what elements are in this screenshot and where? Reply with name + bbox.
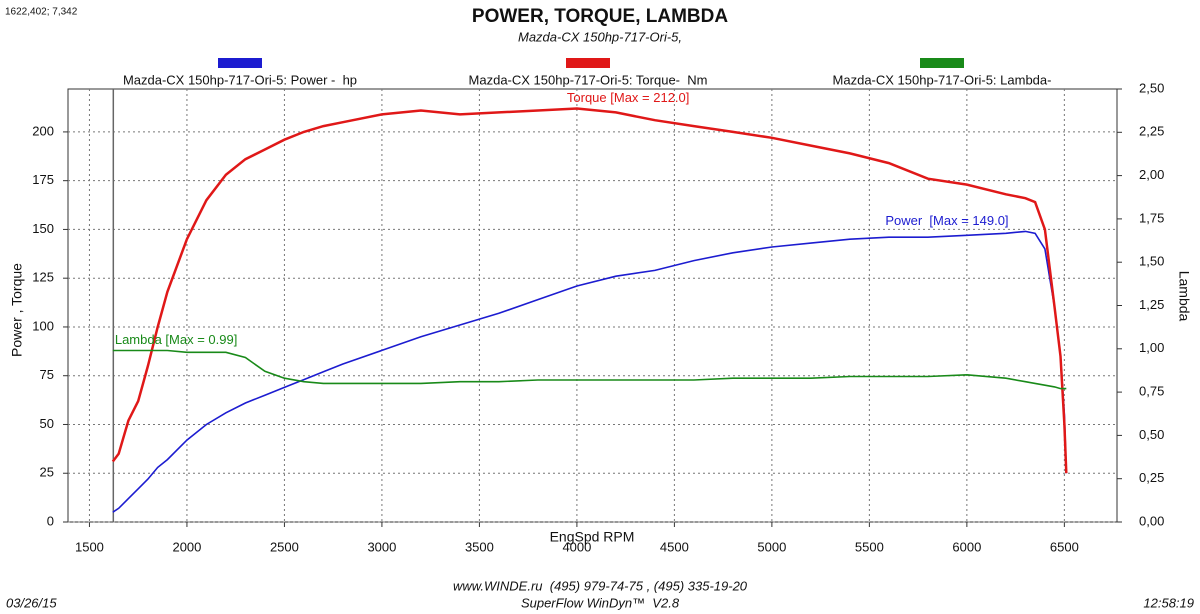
cursor-readout: 1622,402; 7,342 xyxy=(5,7,78,18)
x-tick-label: 6000 xyxy=(952,539,981,554)
series-annotation: Lambda [Max = 0.99] xyxy=(115,332,238,347)
x-tick-label: 3000 xyxy=(367,539,396,554)
y-tick-label: 100 xyxy=(32,318,54,333)
x-tick-label: 2000 xyxy=(172,539,201,554)
y2-tick-label: 2,00 xyxy=(1139,167,1164,182)
y-tick-label: 125 xyxy=(32,270,54,285)
y-tick-label: 75 xyxy=(40,367,54,382)
y2-tick-label: 1,50 xyxy=(1139,254,1164,269)
plot-area xyxy=(67,88,1118,523)
legend-label: Mazda-CX 150hp-717-Ori-5: Lambda- xyxy=(833,72,1052,87)
y2-tick-label: 2,25 xyxy=(1139,124,1164,139)
x-tick-label: 6500 xyxy=(1050,539,1079,554)
legend-swatch xyxy=(920,58,964,68)
x-tick-label: 4500 xyxy=(660,539,689,554)
y-tick-label: 175 xyxy=(32,172,54,187)
y-tick-label: 150 xyxy=(32,221,54,236)
footer-time: 12:58:19 xyxy=(1143,595,1194,610)
series-annotation: Torque [Max = 212.0] xyxy=(567,90,690,105)
y2-tick-label: 2,50 xyxy=(1139,80,1164,95)
x-tick-label: 3500 xyxy=(465,539,494,554)
series-line xyxy=(112,230,1068,513)
x-tick-label: 1500 xyxy=(75,539,104,554)
y-tick-label: 200 xyxy=(32,123,54,138)
y-tick-label: 50 xyxy=(40,416,54,431)
x-tick-label: 5000 xyxy=(757,539,786,554)
x-tick-label: 5500 xyxy=(855,539,884,554)
y2-tick-label: 1,00 xyxy=(1139,340,1164,355)
legend-swatch xyxy=(566,58,610,68)
y2-tick-label: 0,00 xyxy=(1139,513,1164,528)
legend-label: Mazda-CX 150hp-717-Ori-5: Power - hp xyxy=(123,72,357,87)
series-line xyxy=(112,349,1067,390)
y-axis-label: Power , Torque xyxy=(9,263,25,357)
legend-swatch xyxy=(218,58,262,68)
series-annotation: Power [Max = 149.0] xyxy=(885,213,1008,228)
chart-title: POWER, TORQUE, LAMBDA xyxy=(472,6,728,27)
y2-tick-label: 1,25 xyxy=(1139,297,1164,312)
y-tick-label: 0 xyxy=(47,513,54,528)
x-axis-label: EngSpd RPM xyxy=(550,529,635,545)
y2-tick-label: 0,75 xyxy=(1139,384,1164,399)
y2-tick-label: 0,25 xyxy=(1139,470,1164,485)
footer-date: 03/26/15 xyxy=(6,595,57,610)
footer-contact: www.WINDE.ru (495) 979-74-75 , (495) 335… xyxy=(453,578,748,593)
x-tick-label: 4000 xyxy=(562,539,591,554)
y2-tick-label: 0,50 xyxy=(1139,427,1164,442)
footer-software: SuperFlow WinDyn™ V2.8 xyxy=(521,595,680,610)
y2-tick-label: 1,75 xyxy=(1139,210,1164,225)
chart-subtitle: Mazda-CX 150hp-717-Ori-5, xyxy=(518,29,682,44)
y-tick-label: 25 xyxy=(40,465,54,480)
y2-axis-label: Lambda xyxy=(1176,271,1192,322)
legend-label: Mazda-CX 150hp-717-Ori-5: Torque- Nm xyxy=(469,72,708,87)
x-tick-label: 2500 xyxy=(270,539,299,554)
series-line xyxy=(111,107,1068,474)
